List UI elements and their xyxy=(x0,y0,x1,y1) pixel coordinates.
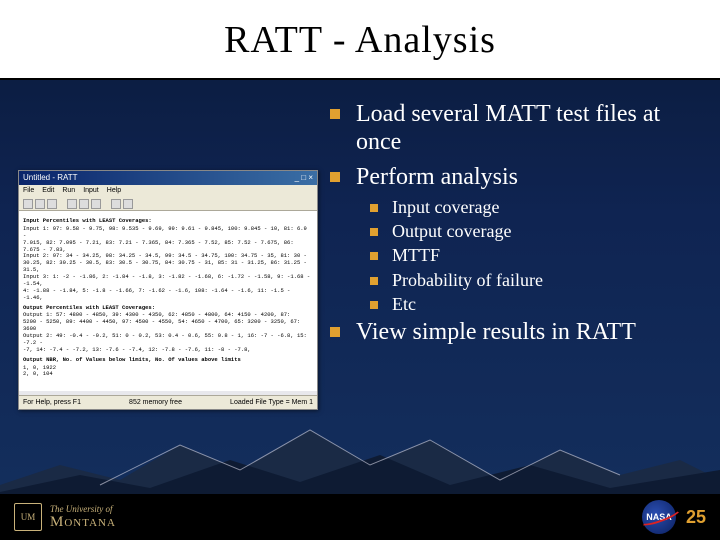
embedded-screenshot: Untitled - RATT _ □ × File Edit Run Inpu… xyxy=(18,170,318,410)
toolbar-open-icon[interactable] xyxy=(35,199,45,209)
bullet-sub: MTTF xyxy=(370,245,700,266)
body-heading-1: Input Percentiles with LEAST Coverages: xyxy=(23,218,313,225)
university-seal-icon: UM xyxy=(14,503,42,531)
bullet-main: View simple results in RATT xyxy=(330,318,700,346)
window-menubar: File Edit Run Input Help xyxy=(19,185,317,197)
bullet-sub: Probability of failure xyxy=(370,270,700,291)
window-controls-icon: _ □ × xyxy=(295,171,313,185)
footer: UM The University of Montana NASA 25 xyxy=(0,494,720,540)
window-statusbar: For Help, press F1 852 memory free Loade… xyxy=(19,395,317,409)
menu-help[interactable]: Help xyxy=(107,185,121,197)
body-line: -7, 14: -7.4 - -7.2, 13: -7.6 - -7.4, 12… xyxy=(23,347,313,354)
status-right: Loaded File Type = Mem 1 xyxy=(230,399,313,406)
nasa-text: NASA xyxy=(646,512,672,522)
body-line: 30.25, 82: 30.25 - 30.5, 83: 30.5 - 30.7… xyxy=(23,260,313,274)
university-big-text: Montana xyxy=(50,514,116,530)
university-logo: UM The University of Montana xyxy=(14,503,116,531)
slide-title: RATT - Analysis xyxy=(0,0,720,62)
body-line: 5200 - 5250, 89: 4400 - 4450, 97: 4500 -… xyxy=(23,319,313,333)
menu-file[interactable]: File xyxy=(23,185,34,197)
bullet-list: Load several MATT test files at once Per… xyxy=(330,100,700,352)
body-line: 4: -1.88 - -1.84, 5: -1.8 - -1.66, 7: -1… xyxy=(23,288,313,302)
window-title: Untitled - RATT xyxy=(23,171,78,185)
body-heading-2: Output Percentiles with LEAST Coverages: xyxy=(23,305,313,312)
body-line: 7.015, 82: 7.095 - 7.21, 83: 7.21 - 7.36… xyxy=(23,240,313,254)
body-line: Output 2: 49: -0.4 - -0.2, 51: 0 - 0.2, … xyxy=(23,333,313,347)
footer-right: NASA 25 xyxy=(642,500,706,534)
toolbar-new-icon[interactable] xyxy=(23,199,33,209)
body-line: Input 3: 1: -2 - -1.86, 2: -1.84 - -1.8,… xyxy=(23,274,313,288)
toolbar-paste-icon[interactable] xyxy=(91,199,101,209)
toolbar-cut-icon[interactable] xyxy=(67,199,77,209)
sub-bullet-list: Input coverage Output coverage MTTF Prob… xyxy=(370,197,700,315)
menu-run[interactable]: Run xyxy=(62,185,75,197)
status-mid: 852 memory free xyxy=(129,399,182,406)
title-region: RATT - Analysis xyxy=(0,0,720,80)
body-line: 2, 0, 104 xyxy=(23,371,313,378)
toolbar-print-icon[interactable] xyxy=(111,199,121,209)
body-heading-3: Output NBR, No. of Values below limits, … xyxy=(23,357,313,364)
body-line: Input 1: 97: 9.58 - 9.75, 98: 9.535 - 9.… xyxy=(23,226,313,240)
bullet-sub: Output coverage xyxy=(370,221,700,242)
window-toolbar xyxy=(19,197,317,211)
bullet-main: Load several MATT test files at once xyxy=(330,100,700,157)
menu-edit[interactable]: Edit xyxy=(42,185,54,197)
body-line: 1, 0, 1922 xyxy=(23,365,313,372)
toolbar-help-icon[interactable] xyxy=(123,199,133,209)
toolbar-save-icon[interactable] xyxy=(47,199,57,209)
window-titlebar: Untitled - RATT _ □ × xyxy=(19,171,317,185)
menu-input[interactable]: Input xyxy=(83,185,99,197)
bullet-main: Perform analysis xyxy=(330,163,700,191)
bullet-sub: Input coverage xyxy=(370,197,700,218)
nasa-logo-icon: NASA xyxy=(642,500,676,534)
status-left: For Help, press F1 xyxy=(23,399,81,406)
bullet-sub: Etc xyxy=(370,294,700,315)
window-body: Input Percentiles with LEAST Coverages: … xyxy=(19,211,317,391)
content-area: Untitled - RATT _ □ × File Edit Run Inpu… xyxy=(0,90,720,480)
page-number: 25 xyxy=(686,507,706,528)
university-small-text: The University of xyxy=(50,505,116,514)
toolbar-copy-icon[interactable] xyxy=(79,199,89,209)
